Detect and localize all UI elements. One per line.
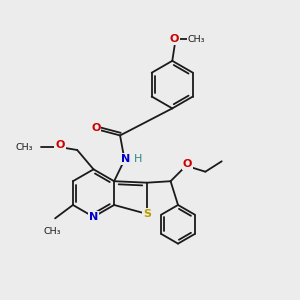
Text: S: S <box>143 209 151 219</box>
Text: CH₃: CH₃ <box>188 35 206 44</box>
Text: O: O <box>55 140 64 150</box>
Text: CH₃: CH₃ <box>44 227 61 236</box>
Text: N: N <box>89 212 98 222</box>
Text: H: H <box>134 154 142 164</box>
Text: O: O <box>91 123 100 133</box>
Text: O: O <box>183 159 192 169</box>
Text: N: N <box>121 154 130 164</box>
Text: CH₃: CH₃ <box>15 142 33 152</box>
Text: O: O <box>170 34 179 44</box>
